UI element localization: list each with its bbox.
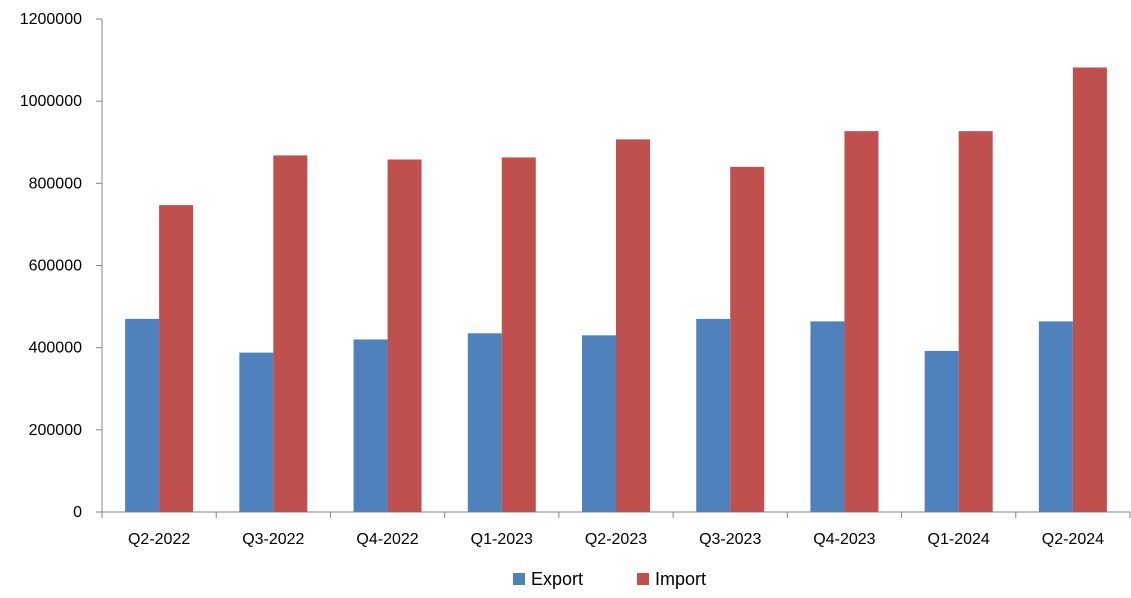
y-tick-label: 600000: [29, 258, 82, 275]
bar-import-q2-2023: [616, 139, 650, 513]
bar-import-q1-2023: [501, 157, 536, 512]
x-category-label: Q4-2023: [813, 531, 875, 548]
bar-export-q4-2022: [353, 339, 388, 512]
x-category-label: Q1-2023: [471, 531, 533, 548]
bar-export-q2-2022: [125, 318, 160, 512]
legend-label-import: Import: [655, 569, 706, 589]
x-category-label: Q2-2024: [1042, 531, 1104, 548]
bar-export-q4-2023: [810, 321, 845, 512]
bar-import-q3-2023: [730, 166, 765, 512]
y-tick-label: 1200000: [20, 11, 82, 28]
bar-export-q2-2023: [582, 335, 616, 512]
y-tick-label: 200000: [29, 422, 82, 439]
y-tick-label: 800000: [29, 175, 82, 192]
bar-export-q1-2024: [924, 350, 959, 512]
bar-import-q3-2022: [273, 155, 308, 512]
bar-export-q2-2024: [1038, 321, 1073, 512]
x-category-label: Q3-2022: [242, 531, 304, 548]
y-axis: 0 200000 400000 600000 800000 1000000 1200000: [20, 11, 103, 521]
x-category-label: Q2-2022: [128, 531, 190, 548]
bar-import-q2-2022: [159, 205, 194, 513]
y-tick-label: 400000: [29, 340, 82, 357]
bar-import-q1-2024: [958, 131, 993, 512]
x-category-label: Q1-2024: [928, 531, 990, 548]
legend-swatch-export: [513, 573, 525, 585]
x-category-label: Q2-2023: [585, 531, 647, 548]
y-tick-label: 1000000: [20, 93, 82, 110]
bar-export-q3-2022: [239, 352, 274, 512]
bar-import-q4-2023: [844, 131, 879, 512]
legend: Export Import: [513, 569, 706, 589]
bar-import-q4-2022: [387, 159, 422, 512]
bar-export-q3-2023: [696, 318, 731, 512]
bar-import-q2-2024: [1072, 67, 1107, 512]
legend-swatch-import: [637, 573, 649, 585]
x-axis: Q2-2022 Q3-2022 Q4-2022 Q1-2023 Q2-2023 Q3-20…: [101, 511, 1131, 548]
legend-label-export: Export: [531, 569, 583, 589]
bars: [125, 67, 1107, 513]
x-category-label: Q4-2022: [356, 531, 418, 548]
y-tick-label: 0: [73, 504, 82, 521]
bar-export-q1-2023: [467, 333, 502, 512]
x-category-label: Q3-2023: [699, 531, 761, 548]
